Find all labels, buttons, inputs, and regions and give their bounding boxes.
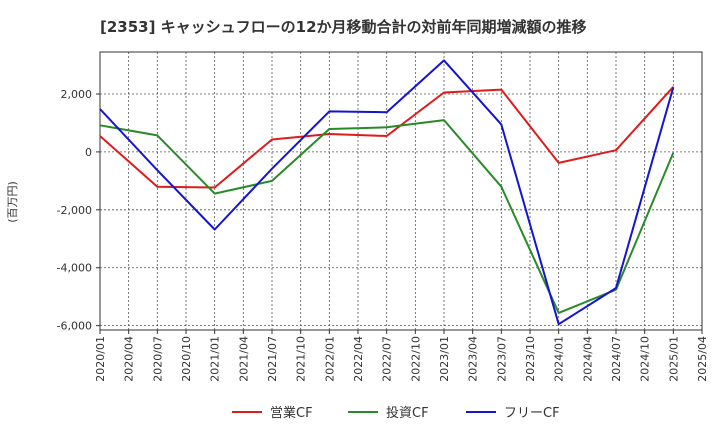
x-tick-label: 2020/01 — [94, 336, 107, 382]
x-tick-label: 2022/10 — [409, 336, 422, 382]
x-tick-label: 2021/04 — [237, 336, 250, 382]
x-tick-label: 2020/04 — [123, 336, 136, 382]
x-tick-label: 2024/01 — [553, 336, 566, 382]
x-tick-label: 2021/01 — [209, 336, 222, 382]
x-tick-label: 2023/07 — [495, 336, 508, 382]
x-tick-label: 2024/07 — [610, 336, 623, 382]
legend: 営業CF 投資CF フリーCF — [232, 405, 560, 421]
legend-label-1: 営業CF — [270, 405, 313, 421]
series-line-3 — [99, 59, 675, 326]
legend-label-2: 投資CF — [386, 405, 429, 421]
y-tick-label: -2,000 — [57, 204, 92, 217]
y-tick-label: 2,000 — [61, 88, 93, 101]
x-tick-label: 2025/04 — [696, 336, 709, 382]
series-lines — [99, 59, 675, 326]
x-tick-label: 2023/10 — [524, 336, 537, 382]
x-tick-label: 2022/01 — [323, 336, 336, 382]
x-tick-label: 2021/10 — [295, 336, 308, 382]
gridlines — [99, 52, 703, 330]
x-tick-label: 2025/01 — [667, 336, 680, 382]
x-tick-label: 2023/04 — [467, 336, 480, 382]
axes — [99, 51, 703, 331]
x-tick-labels: 2020/01 2020/04 2020/07 2020/10 2021/01 2021/… — [94, 330, 709, 382]
x-tick-label: 2020/07 — [151, 336, 164, 382]
y-tick-labels: 2,000 0 -2,000 -4,000 -6,000 — [57, 88, 100, 333]
plot-frame — [99, 51, 703, 331]
y-tick-label: -6,000 — [57, 320, 92, 333]
x-tick-label: 2022/07 — [381, 336, 394, 382]
y-tick-label: 0 — [85, 146, 92, 159]
x-tick-label: 2024/10 — [639, 336, 652, 382]
x-tick-label: 2024/04 — [581, 336, 594, 382]
series-line-2 — [99, 119, 675, 314]
y-axis-label: (百万円) — [6, 181, 19, 223]
x-tick-label: 2020/10 — [180, 336, 193, 382]
chart-title: [2353] キャッシュフローの12か月移動合計の対前年同期増減額の推移 — [100, 18, 587, 36]
series-line-1 — [99, 86, 675, 189]
x-tick-label: 2023/01 — [438, 336, 451, 382]
x-tick-label: 2022/04 — [352, 336, 365, 382]
legend-label-3: フリーCF — [504, 406, 560, 421]
y-tick-label: -4,000 — [57, 262, 92, 275]
x-tick-label: 2021/07 — [266, 336, 279, 382]
